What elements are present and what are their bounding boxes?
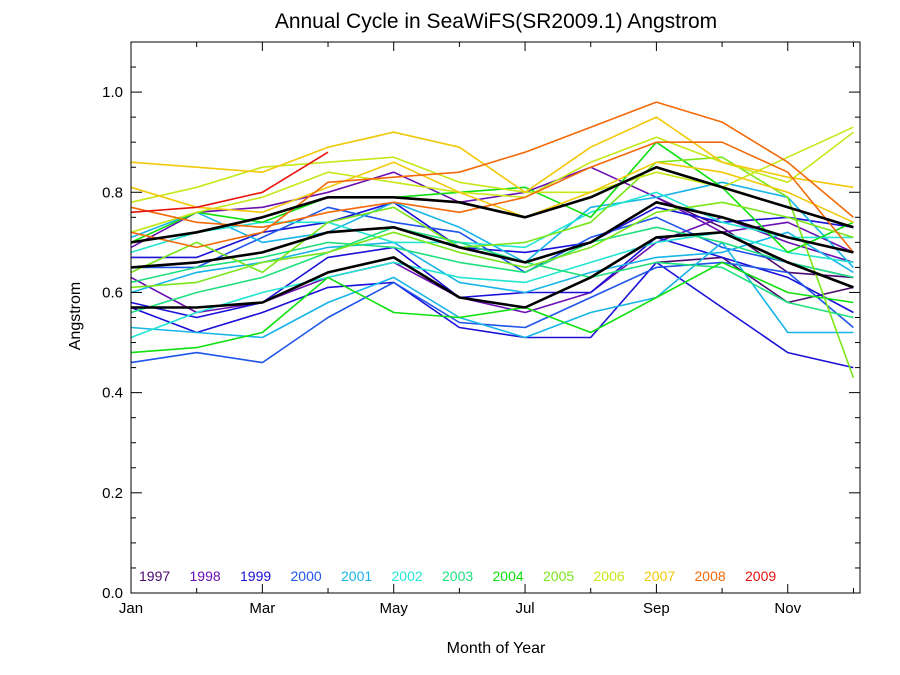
legend-label-2003: 2003 (442, 568, 473, 584)
series-line-1999-2 (130, 261, 854, 369)
x-tick-label: Jul (515, 600, 534, 617)
legend-label-1999: 1999 (240, 568, 271, 584)
legend-label-2004: 2004 (493, 568, 524, 584)
chart-title: Annual Cycle in SeaWiFS(SR2009.1) Angstr… (275, 10, 717, 33)
y-tick-label: 0.6 (102, 284, 123, 301)
legend-label-2006: 2006 (594, 568, 625, 584)
series-line-2008-2 (130, 141, 855, 253)
legend-label-1997: 1997 (139, 568, 170, 584)
x-tick-label: May (380, 600, 409, 617)
series-line-2002-2 (130, 231, 854, 339)
legend: 1997 1998 1999 2000 2001 2002 2003 2004 2005 2006… (139, 568, 776, 584)
series-line-2007-1 (130, 116, 854, 194)
legend-label-2007: 2007 (644, 568, 675, 584)
x-tick-label: Jan (119, 600, 143, 617)
mean-line-1 (130, 165, 854, 244)
y-tick-label: 1.0 (102, 84, 123, 101)
plot-frame (130, 41, 861, 594)
legend-label-1998: 1998 (190, 568, 221, 584)
series-line-2006-1 (130, 126, 854, 204)
series-line-1998-1 (130, 166, 854, 254)
axis-ticks (130, 41, 860, 594)
plot-lines (130, 101, 855, 378)
y-tick-label: 0.8 (102, 184, 123, 201)
legend-label-2009: 2009 (745, 568, 776, 584)
series-line-2005-2 (130, 201, 854, 289)
x-tick-label: Mar (249, 600, 275, 617)
mean-line-2 (130, 201, 854, 269)
series-line-2008-1 (130, 101, 854, 249)
series-line-2009-1 (130, 151, 329, 214)
series-line-2001-2 (130, 241, 854, 339)
legend-label-2000: 2000 (291, 568, 322, 584)
legend-label-2001: 2001 (341, 568, 372, 584)
y-tick-label: 0.0 (102, 585, 123, 602)
mean-line-3 (131, 231, 854, 309)
x-axis-label: Month of Year (447, 640, 546, 657)
x-tick-label: Sep (643, 600, 670, 617)
series-line-2004-1 (130, 261, 854, 354)
legend-label-2002: 2002 (392, 568, 423, 584)
y-tick-label: 0.2 (102, 485, 123, 502)
tick-labels: Jan Mar May Jul Sep Nov 0.0 0.2 0.4 0.6 0.8 1.0 (102, 84, 801, 617)
series-line-2006-2 (130, 131, 854, 234)
x-tick-label: Nov (774, 600, 801, 617)
series-line-2003-1 (130, 226, 854, 284)
series-line-2001-1 (130, 231, 854, 294)
series-line-1999-3 (130, 236, 854, 319)
series-line-2000-1 (130, 261, 854, 364)
legend-label-2005: 2005 (543, 568, 574, 584)
legend-label-2008: 2008 (695, 568, 726, 584)
series-line-2003-2 (130, 226, 854, 319)
y-axis-label: Angstrom (67, 282, 84, 350)
y-tick-label: 0.4 (102, 385, 123, 402)
